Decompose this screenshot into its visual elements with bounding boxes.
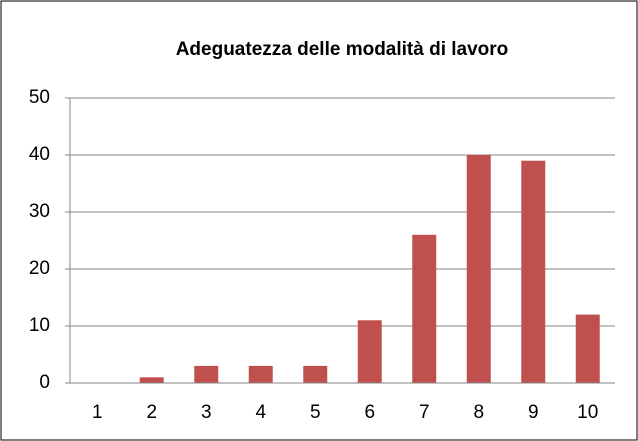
- bar: [194, 365, 219, 383]
- bar: [521, 160, 546, 383]
- x-tick-label: 6: [364, 402, 375, 423]
- x-tick-label: 10: [577, 402, 598, 423]
- y-tick-label: 30: [29, 201, 50, 222]
- y-tick-label: 40: [29, 144, 50, 165]
- bar: [466, 155, 491, 383]
- x-tick-label: 2: [146, 402, 157, 423]
- x-tick-label: 3: [201, 402, 212, 423]
- x-tick-label: 1: [92, 402, 103, 423]
- bar: [575, 314, 600, 383]
- x-tick-label: 7: [419, 402, 430, 423]
- y-tick-label: 20: [29, 258, 50, 279]
- bar: [303, 365, 328, 383]
- x-tick-label: 9: [528, 402, 539, 423]
- x-tick-label: 5: [310, 402, 321, 423]
- y-tick-label: 50: [29, 87, 50, 108]
- x-tick-label: 8: [473, 402, 484, 423]
- bar: [139, 377, 164, 383]
- y-tick-label: 0: [39, 372, 50, 393]
- x-tick-label: 4: [255, 402, 266, 423]
- bar: [412, 234, 437, 383]
- bar: [248, 365, 273, 383]
- bar: [357, 320, 382, 383]
- y-tick-label: 10: [29, 315, 50, 336]
- chart-title: Adeguatezza delle modalità di lavoro: [176, 39, 509, 60]
